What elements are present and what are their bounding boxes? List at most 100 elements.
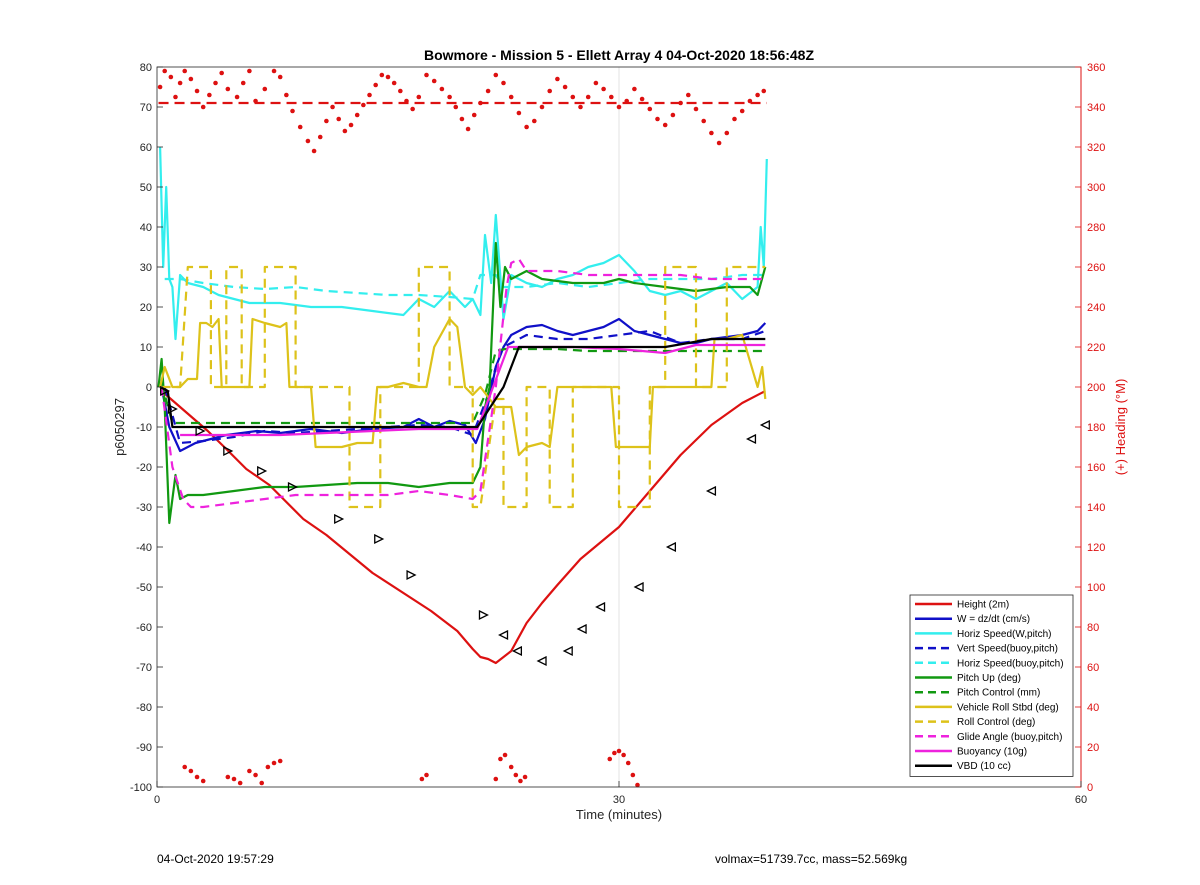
axis-layer: 80706050403020100-10-20-30-40-50-60-70-8… xyxy=(130,62,1105,806)
direction-marker xyxy=(223,445,234,457)
heading-point xyxy=(234,94,240,100)
series-line-7 xyxy=(159,317,767,457)
heading-point xyxy=(716,140,722,146)
heading-point xyxy=(630,772,636,778)
heading-point xyxy=(439,86,445,92)
y-tick-label: 50 xyxy=(140,182,152,194)
heading-series xyxy=(157,68,767,788)
heading-point xyxy=(513,772,519,778)
heading-point xyxy=(336,116,342,122)
heading-point xyxy=(732,116,737,122)
legend-entry: VBD (10 cc) xyxy=(957,761,1011,772)
heading-point xyxy=(562,84,568,90)
y2-tick-label: 320 xyxy=(1087,142,1105,154)
heading-point xyxy=(404,98,409,104)
y2-tick-label: 20 xyxy=(1087,742,1099,754)
direction-marker xyxy=(374,533,385,545)
heading-point xyxy=(277,758,283,764)
footer-timestamp: 04-Oct-2020 19:57:29 xyxy=(157,852,274,866)
direction-marker xyxy=(633,581,644,593)
direction-marker xyxy=(167,403,178,415)
heading-point xyxy=(501,80,506,86)
heading-point xyxy=(431,78,437,84)
heading-point xyxy=(632,86,637,92)
heading-point xyxy=(194,774,200,780)
legend-entry: Glide Angle (buoy,pitch) xyxy=(957,732,1062,743)
direction-marker xyxy=(759,419,770,431)
y-tick-label: -100 xyxy=(130,782,152,794)
heading-point xyxy=(493,72,499,78)
heading-point xyxy=(478,100,483,106)
y2-tick-label: 260 xyxy=(1087,262,1105,274)
series-line-10 xyxy=(180,343,766,437)
direction-marker xyxy=(665,541,677,553)
series-line-8 xyxy=(161,265,766,509)
heading-point xyxy=(522,774,528,780)
heading-point xyxy=(188,76,194,82)
heading-point xyxy=(213,80,218,86)
heading-point xyxy=(373,82,378,88)
heading-point xyxy=(354,112,360,118)
heading-point xyxy=(647,106,653,112)
heading-point xyxy=(635,782,640,788)
direction-marker xyxy=(257,465,268,477)
heading-point xyxy=(207,92,212,98)
heading-point xyxy=(361,102,366,108)
direction-marker xyxy=(287,481,298,493)
heading-point xyxy=(168,74,174,80)
heading-point xyxy=(607,756,613,762)
heading-point xyxy=(317,134,323,140)
heading-point xyxy=(305,138,311,144)
y-tick-label: 30 xyxy=(140,262,152,274)
heading-point xyxy=(271,760,277,766)
y2-tick-label: 40 xyxy=(1087,702,1099,714)
legend-entry: Height (2m) xyxy=(957,600,1009,611)
heading-point xyxy=(231,776,237,782)
series-line-0 xyxy=(160,390,766,665)
heading-point xyxy=(424,72,429,78)
heading-point xyxy=(247,68,252,74)
heading-point xyxy=(662,122,668,128)
heading-point xyxy=(277,74,283,80)
direction-marker xyxy=(498,629,509,641)
heading-point xyxy=(162,68,167,74)
footer-vehicle-stats: volmax=51739.7cc, mass=52.569kg xyxy=(715,852,908,866)
heading-point xyxy=(453,104,459,110)
y2-tick-label: 140 xyxy=(1087,502,1105,514)
y-tick-label: -80 xyxy=(136,702,152,714)
y2-tick-label: 300 xyxy=(1087,182,1105,194)
heading-point xyxy=(225,774,231,780)
heading-point xyxy=(755,92,760,98)
y2-tick-label: 360 xyxy=(1087,62,1105,74)
x-axis-label: Time (minutes) xyxy=(576,807,662,822)
y-tick-label: -50 xyxy=(136,582,152,594)
y2-tick-label: 60 xyxy=(1087,662,1099,674)
direction-marker xyxy=(745,433,757,445)
heading-point xyxy=(621,752,626,758)
legend-entry: Buoyancy (10g) xyxy=(957,747,1027,758)
series-line-5 xyxy=(157,241,767,525)
heading-point xyxy=(701,118,706,124)
heading-point xyxy=(616,104,622,110)
x-tick-label: 0 xyxy=(154,794,160,806)
y2-tick-label: 0 xyxy=(1087,782,1093,794)
heading-point xyxy=(297,124,303,130)
heading-point xyxy=(157,84,163,90)
heading-point xyxy=(262,86,268,92)
legend-entry: Horiz Speed(buoy,pitch) xyxy=(957,658,1064,669)
y-tick-label: -10 xyxy=(136,422,152,434)
heading-point xyxy=(173,94,178,100)
heading-point xyxy=(259,780,265,786)
heading-point xyxy=(419,776,425,782)
y2-tick-label: 180 xyxy=(1087,422,1105,434)
legend-entry: W = dz/dt (cm/s) xyxy=(957,614,1030,625)
heading-point xyxy=(194,88,200,94)
heading-point xyxy=(253,98,258,104)
heading-point xyxy=(348,122,354,128)
heading-point xyxy=(547,88,552,94)
heading-point xyxy=(516,110,522,116)
direction-marker xyxy=(478,609,489,621)
heading-point xyxy=(265,764,271,770)
direction-marker xyxy=(406,569,417,581)
heading-point xyxy=(330,104,335,110)
